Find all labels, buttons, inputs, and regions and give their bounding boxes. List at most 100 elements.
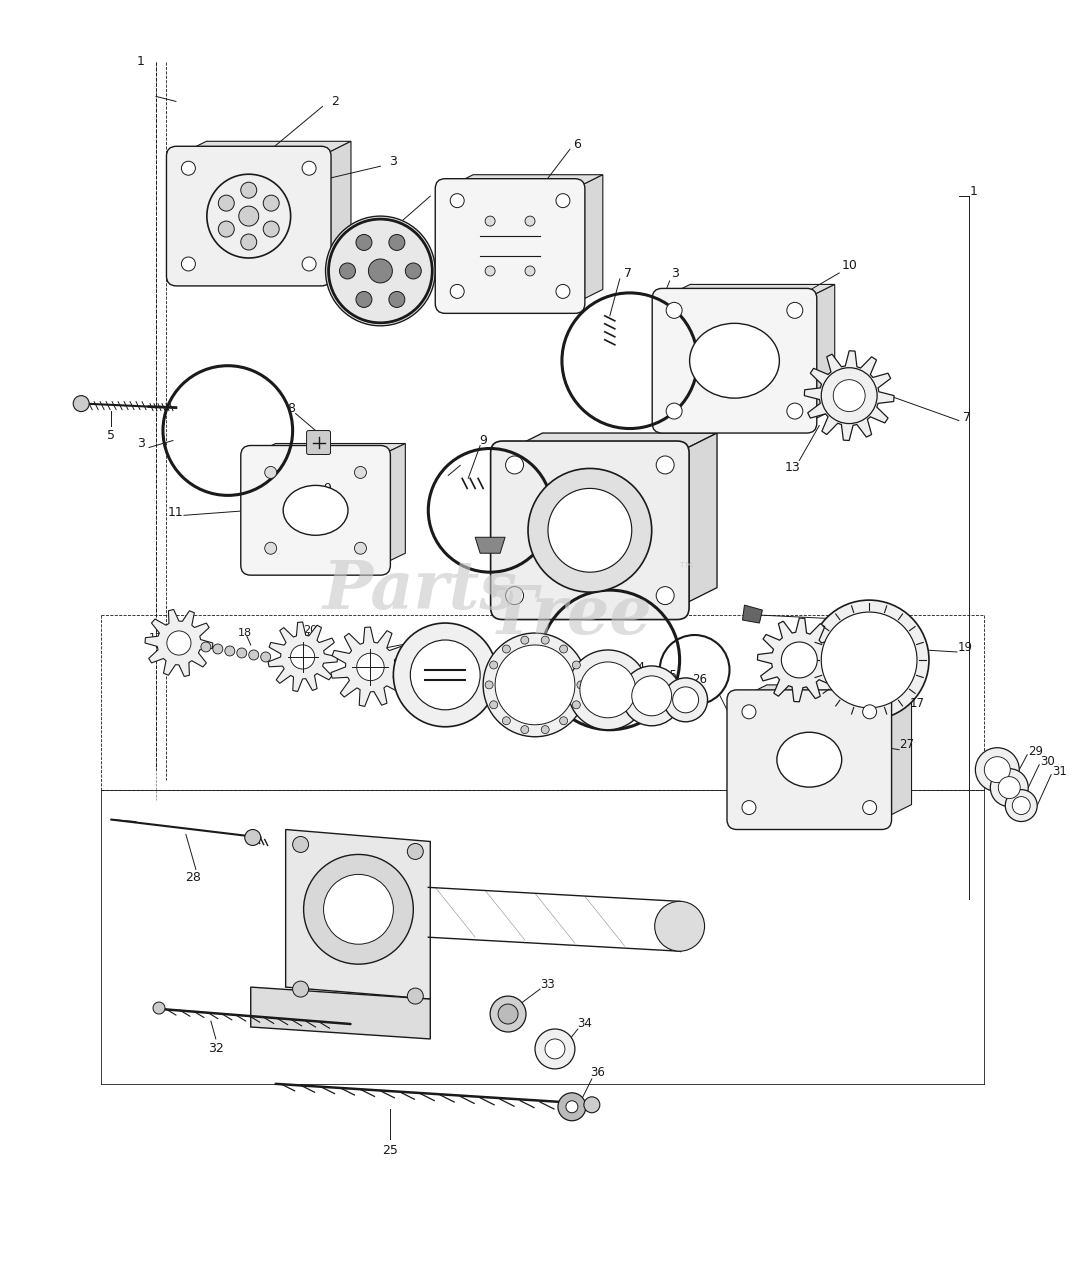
Text: 22: 22 — [505, 641, 520, 654]
Text: 13: 13 — [784, 461, 800, 474]
Circle shape — [181, 161, 195, 175]
Circle shape — [525, 216, 535, 227]
Circle shape — [520, 636, 529, 644]
Circle shape — [821, 612, 917, 708]
Text: 17: 17 — [149, 634, 163, 643]
Circle shape — [572, 660, 580, 669]
Circle shape — [368, 259, 393, 283]
Text: 26: 26 — [692, 673, 707, 686]
Circle shape — [525, 266, 535, 276]
Circle shape — [572, 701, 580, 709]
Circle shape — [1012, 796, 1030, 814]
Polygon shape — [251, 443, 406, 456]
Circle shape — [741, 800, 756, 814]
Circle shape — [535, 1029, 575, 1069]
Text: 31: 31 — [1052, 765, 1067, 778]
Text: 9: 9 — [324, 481, 332, 495]
Text: 1: 1 — [970, 184, 978, 197]
FancyBboxPatch shape — [436, 179, 585, 314]
FancyBboxPatch shape — [727, 690, 892, 829]
Circle shape — [388, 292, 405, 307]
Circle shape — [673, 687, 699, 713]
Circle shape — [495, 645, 575, 724]
Circle shape — [394, 623, 497, 727]
Circle shape — [485, 216, 495, 227]
Circle shape — [485, 266, 495, 276]
Text: 4: 4 — [441, 183, 450, 196]
Polygon shape — [251, 987, 430, 1039]
Ellipse shape — [777, 732, 841, 787]
Circle shape — [218, 195, 234, 211]
Text: 36: 36 — [590, 1066, 605, 1079]
Circle shape — [664, 678, 707, 722]
Circle shape — [212, 644, 223, 654]
Circle shape — [998, 777, 1020, 799]
Circle shape — [73, 396, 89, 412]
Polygon shape — [381, 443, 406, 566]
Circle shape — [408, 988, 423, 1004]
Circle shape — [621, 666, 681, 726]
Circle shape — [863, 800, 877, 814]
Text: 25: 25 — [382, 1144, 398, 1157]
Text: 7: 7 — [962, 411, 971, 424]
Circle shape — [565, 1101, 578, 1112]
Circle shape — [239, 206, 259, 227]
Circle shape — [657, 456, 674, 474]
Circle shape — [498, 1004, 518, 1024]
Text: 3: 3 — [137, 436, 145, 451]
Circle shape — [975, 748, 1019, 791]
Circle shape — [483, 634, 587, 737]
Circle shape — [167, 631, 191, 655]
Polygon shape — [330, 627, 410, 707]
FancyBboxPatch shape — [652, 288, 817, 433]
Circle shape — [201, 643, 211, 652]
Circle shape — [303, 161, 317, 175]
Text: 9: 9 — [480, 434, 487, 447]
Polygon shape — [758, 618, 841, 701]
Text: 30: 30 — [1040, 755, 1055, 768]
FancyBboxPatch shape — [166, 146, 332, 285]
Circle shape — [560, 717, 568, 724]
Circle shape — [741, 705, 756, 719]
Circle shape — [548, 489, 632, 572]
Circle shape — [489, 660, 498, 669]
FancyBboxPatch shape — [490, 442, 689, 620]
Text: 14: 14 — [862, 612, 877, 625]
Circle shape — [579, 662, 635, 718]
Circle shape — [408, 844, 423, 859]
Circle shape — [666, 302, 682, 319]
Circle shape — [809, 600, 929, 719]
Circle shape — [1005, 790, 1038, 822]
Circle shape — [787, 302, 803, 319]
Circle shape — [560, 645, 568, 653]
Polygon shape — [805, 351, 894, 440]
Polygon shape — [445, 174, 603, 188]
Circle shape — [451, 193, 465, 207]
Circle shape — [406, 262, 422, 279]
Polygon shape — [882, 685, 912, 819]
Polygon shape — [176, 141, 351, 156]
Circle shape — [490, 996, 526, 1032]
Text: 33: 33 — [541, 978, 556, 991]
FancyBboxPatch shape — [307, 430, 330, 454]
Circle shape — [354, 466, 367, 479]
Circle shape — [632, 676, 672, 716]
Polygon shape — [475, 538, 505, 553]
Circle shape — [356, 292, 372, 307]
Circle shape — [153, 1002, 165, 1014]
Circle shape — [291, 645, 314, 669]
Ellipse shape — [690, 324, 779, 398]
Circle shape — [240, 182, 256, 198]
Text: 7: 7 — [623, 268, 632, 280]
Text: 28: 28 — [185, 870, 201, 884]
Text: 3: 3 — [671, 268, 678, 280]
Text: 6: 6 — [573, 138, 580, 151]
Circle shape — [293, 980, 309, 997]
Circle shape — [225, 646, 235, 655]
Polygon shape — [145, 609, 212, 677]
Polygon shape — [737, 685, 912, 700]
Circle shape — [356, 234, 372, 251]
Circle shape — [505, 586, 524, 604]
Text: 32: 32 — [208, 1042, 223, 1056]
Circle shape — [245, 829, 261, 846]
